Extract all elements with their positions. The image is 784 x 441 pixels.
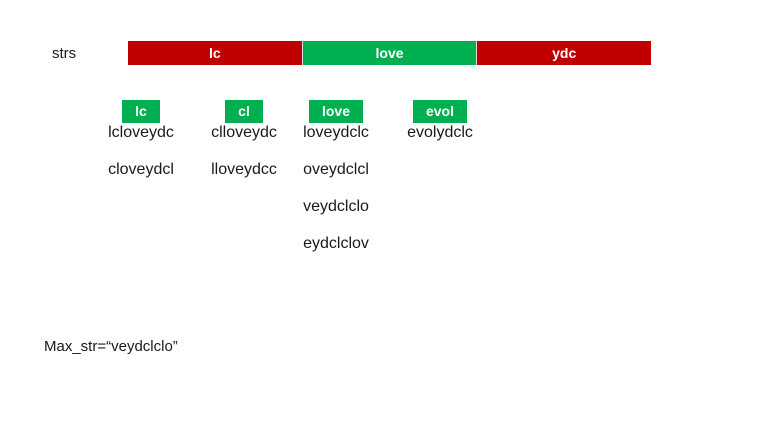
column-lc: lc lcloveydc cloveydcl — [86, 100, 196, 180]
column-evol: evol evolydclc — [385, 100, 495, 143]
rotation-string: cloveydcl — [108, 161, 174, 178]
column-tag: lc — [122, 100, 160, 123]
rotation-string: lcloveydc — [108, 124, 174, 141]
strip-segment-love: love — [302, 41, 478, 65]
column-tag: love — [308, 100, 363, 123]
rotation-string: clloveydc — [211, 124, 277, 141]
rotation-string: evolydclc — [407, 124, 473, 141]
rotation-string: veydclclo — [303, 198, 369, 215]
max-str-result: Max_str=“veydclclo” — [44, 338, 178, 355]
column-cl: cl clloveydc lloveydcc — [189, 100, 299, 180]
rotation-string: loveydclc — [303, 124, 369, 141]
strs-label: strs — [52, 45, 77, 62]
rotation-string: oveydclcl — [303, 161, 369, 178]
column-tag: cl — [225, 100, 263, 123]
column-love: love loveydclc oveydclcl veydclclo eydcl… — [281, 100, 391, 254]
input-strings-strip: lc love ydc — [128, 41, 652, 65]
strip-segment-lc: lc — [128, 41, 303, 65]
rotation-string: eydclclov — [303, 235, 369, 252]
column-tag: evol — [412, 100, 467, 123]
rotation-string: lloveydcc — [211, 161, 277, 178]
strip-segment-ydc: ydc — [477, 41, 652, 65]
